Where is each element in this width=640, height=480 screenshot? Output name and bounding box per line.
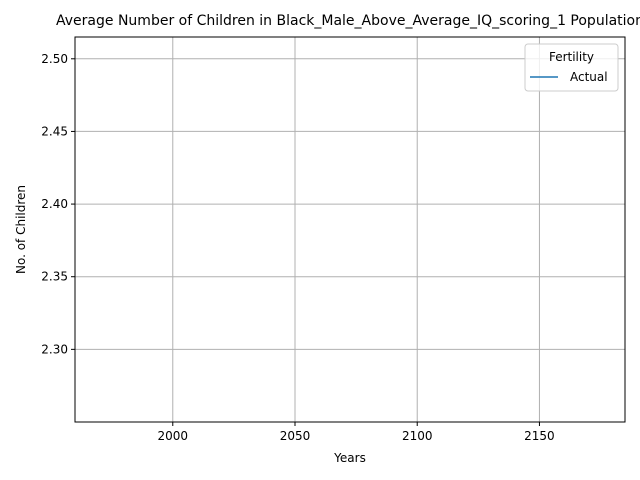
- y-tick-label: 2.40: [41, 197, 68, 211]
- x-tick-label: 2050: [280, 429, 311, 443]
- y-axis: 2.30 2.35 2.40 2.45 2.50: [41, 52, 75, 356]
- x-tick-label: 2150: [524, 429, 555, 443]
- chart-title: Average Number of Children in Black_Male…: [56, 13, 640, 29]
- legend-label: Actual: [570, 70, 608, 84]
- grid: [75, 37, 625, 422]
- y-tick-label: 2.50: [41, 52, 68, 66]
- y-tick-label: 2.30: [41, 342, 68, 356]
- y-tick-label: 2.45: [41, 124, 68, 138]
- x-axis-label: Years: [333, 451, 366, 465]
- x-tick-label: 2100: [402, 429, 433, 443]
- legend: Fertility Actual: [524, 43, 619, 92]
- legend-title: Fertility: [549, 50, 594, 64]
- legend-box: [524, 43, 619, 92]
- y-axis-label: No. of Children: [14, 185, 28, 274]
- legend-entries: Actual: [530, 70, 608, 84]
- x-tick-label: 2000: [158, 429, 189, 443]
- x-axis: 2000 2050 2100 2150: [158, 422, 555, 443]
- plot-area: [74, 36, 626, 423]
- y-tick-label: 2.35: [41, 270, 68, 284]
